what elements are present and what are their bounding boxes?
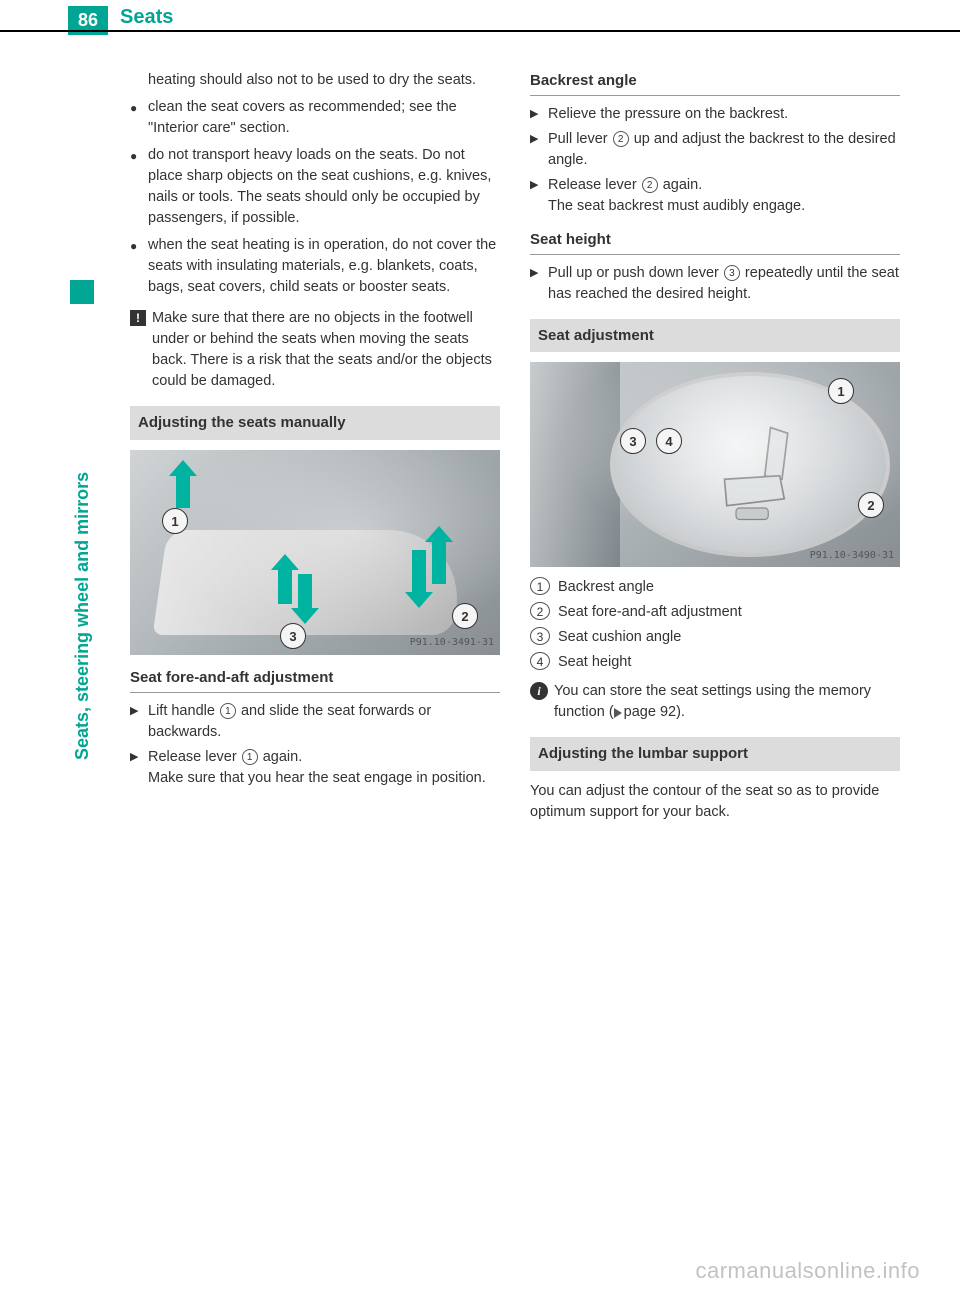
legend-number: 1 [530,577,550,595]
ref-circle: 1 [220,703,236,719]
section-heading: Adjusting the seats manually [130,406,500,440]
figure-label-2: 2 [452,603,478,629]
text: heating should also not to be used to dr… [148,70,500,91]
section-heading: Seat adjustment [530,319,900,353]
content-area: heating should also not to be used to dr… [130,70,910,827]
right-column: Backrest angle ▶ Relieve the pressure on… [530,70,900,827]
text: again. [259,749,303,765]
legend-item: 1 Backrest angle [530,577,900,598]
bullet-icon: ● [130,97,148,139]
text: page 92 [624,704,676,720]
header-rule [0,30,960,32]
step-marker-icon: ▶ [130,747,148,789]
legend-item: 2 Seat fore-and-aft adjustment [530,602,900,623]
figure-label-1: 1 [162,508,188,534]
step-text: Pull lever 2 up and adjust the backrest … [548,129,900,171]
step-text: Release lever 1 again. Make sure that yo… [148,747,500,789]
warning-text: Make sure that there are no objects in t… [152,308,500,392]
ref-circle: 2 [642,177,658,193]
step-marker-icon: ▶ [130,701,148,743]
step-item: ▶ Release lever 2 again. The seat backre… [530,175,900,217]
bullet-item: ● clean the seat covers as recommended; … [130,97,500,139]
bullet-text: when the seat heating is in operation, d… [148,235,500,298]
watermark: carmanualsonline.info [695,1258,920,1284]
legend-item: 3 Seat cushion angle [530,627,900,648]
bullet-icon: ● [130,145,148,229]
legend-number: 3 [530,627,550,645]
paragraph: You can adjust the contour of the seat s… [530,781,900,823]
warning-block: ! Make sure that there are no objects in… [130,308,500,392]
info-text: You can store the seat settings using th… [554,681,900,723]
left-column: heating should also not to be used to dr… [130,70,500,827]
ref-circle: 2 [613,131,629,147]
text: Lift handle [148,703,219,719]
step-text: Release lever 2 again. The seat backrest… [548,175,900,217]
text: Pull up or push down lever [548,265,723,281]
text: ). [676,704,685,720]
legend-number: 4 [530,652,550,670]
text: Pull lever [548,131,612,147]
bullet-text: do not transport heavy loads on the seat… [148,145,500,229]
step-text: Pull up or push down lever 3 repeatedly … [548,263,900,305]
legend-number: 2 [530,602,550,620]
side-label: Seats, steering wheel and mirrors [72,472,93,760]
figure-label-4: 4 [656,428,682,454]
text: Release lever [548,177,641,193]
legend-item: 4 Seat height [530,652,900,673]
step-item: ▶ Pull lever 2 up and adjust the backres… [530,129,900,171]
arrow-icon [278,568,292,604]
bullet-text: clean the seat covers as recommended; se… [148,97,500,139]
text: again. [659,177,703,193]
bullet-item: ● do not transport heavy loads on the se… [130,145,500,229]
step-item: ▶ Release lever 1 again. Make sure that … [130,747,500,789]
legend-text: Seat cushion angle [558,627,681,648]
subheading: Backrest angle [530,70,900,96]
figure-power-seat: 1 2 3 4 P91.10-3490-31 [530,362,900,567]
bullet-item: ● when the seat heating is in operation,… [130,235,500,298]
figure-caption: P91.10-3490-31 [810,549,894,564]
figure-label-3: 3 [280,623,306,649]
step-note: Make sure that you hear the seat engage … [148,768,500,789]
subheading: Seat height [530,229,900,255]
subheading: Seat fore-and-aft adjustment [130,667,500,693]
page-title: Seats [120,6,173,29]
side-tab [70,280,94,304]
arrow-icon [176,474,190,508]
figure-label-2: 2 [858,492,884,518]
step-marker-icon: ▶ [530,129,548,171]
step-text: Relieve the pressure on the backrest. [548,104,900,125]
legend-text: Backrest angle [558,577,654,598]
step-text: Lift handle 1 and slide the seat forward… [148,701,500,743]
ref-circle: 1 [242,749,258,765]
warning-icon: ! [130,310,146,326]
step-note: The seat backrest must audibly engage. [548,196,900,217]
arrow-icon [432,540,446,584]
text: You can store the seat settings using th… [554,683,871,720]
paragraph-continuation: heating should also not to be used to dr… [148,70,500,91]
step-item: ▶ Relieve the pressure on the backrest. [530,104,900,125]
section-heading: Adjusting the lumbar support [530,737,900,771]
bullet-icon: ● [130,235,148,298]
door-panel-shape [530,362,620,567]
text: Release lever [148,749,241,765]
page-ref-icon [614,708,622,718]
figure-label-1: 1 [828,378,854,404]
step-marker-icon: ▶ [530,175,548,217]
step-item: ▶ Lift handle 1 and slide the seat forwa… [130,701,500,743]
info-icon: i [530,682,548,700]
ref-circle: 3 [724,265,740,281]
info-block: i You can store the seat settings using … [530,681,900,723]
step-marker-icon: ▶ [530,104,548,125]
legend-text: Seat fore-and-aft adjustment [558,602,742,623]
figure-manual-seat: 1 2 3 P91.10-3491-31 [130,450,500,655]
figure-caption: P91.10-3491-31 [410,636,494,651]
arrow-icon [412,550,426,594]
step-marker-icon: ▶ [530,263,548,305]
seat-control-icon [684,416,834,531]
legend-text: Seat height [558,652,631,673]
arrow-icon [298,574,312,610]
step-item: ▶ Pull up or push down lever 3 repeatedl… [530,263,900,305]
figure-label-3: 3 [620,428,646,454]
